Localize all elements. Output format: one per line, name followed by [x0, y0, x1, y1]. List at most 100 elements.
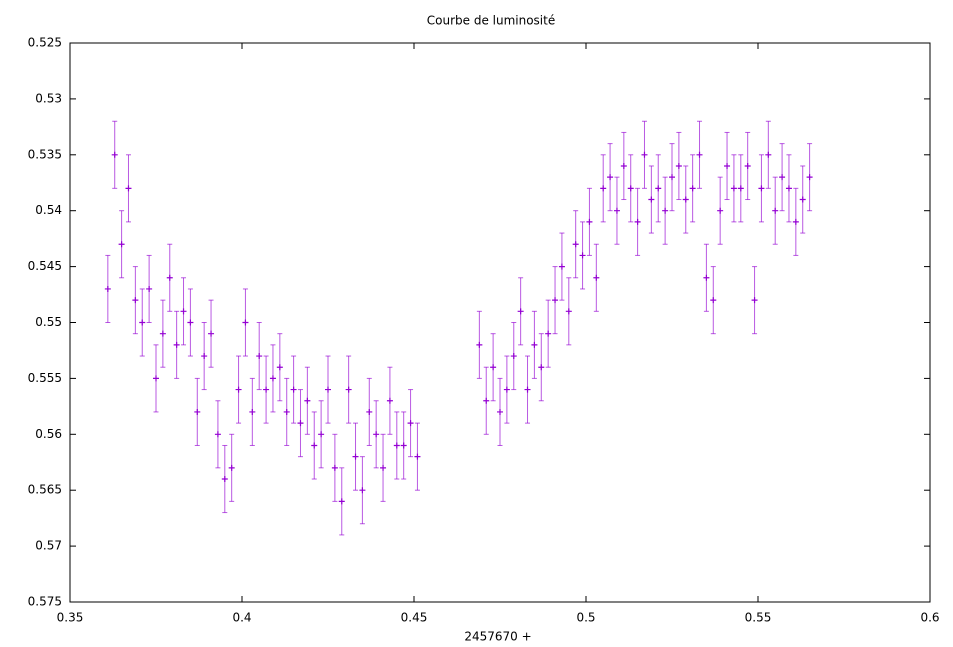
point [717, 207, 724, 214]
point [173, 341, 180, 348]
point [572, 241, 579, 248]
point [407, 420, 414, 427]
point [710, 297, 717, 304]
point [552, 297, 559, 304]
chart-title: Courbe de luminosité [427, 14, 555, 28]
point [311, 442, 318, 449]
point [772, 207, 779, 214]
point [132, 297, 139, 304]
point [263, 386, 270, 393]
point [338, 498, 345, 505]
point [187, 319, 194, 326]
point [510, 353, 517, 360]
point [524, 386, 531, 393]
point [517, 308, 524, 315]
point [593, 274, 600, 281]
point [806, 174, 813, 181]
point [269, 375, 276, 382]
point [655, 185, 662, 192]
point [256, 353, 263, 360]
point [600, 185, 607, 192]
point [545, 330, 552, 337]
y-tick-label: 0.525 [28, 36, 62, 50]
point [366, 408, 373, 415]
point [579, 252, 586, 259]
point [331, 464, 338, 471]
y-tick-label: 0.55 [35, 315, 62, 329]
y-tick-label: 0.57 [35, 539, 62, 553]
point [799, 196, 806, 203]
point [139, 319, 146, 326]
point [531, 341, 538, 348]
point [503, 386, 510, 393]
point [159, 330, 166, 337]
x-tick-label: 0.5 [576, 611, 595, 625]
point [276, 364, 283, 371]
point [689, 185, 696, 192]
point [208, 330, 215, 337]
point [634, 218, 641, 225]
point [125, 185, 132, 192]
point [558, 263, 565, 270]
point [785, 185, 792, 192]
point [765, 151, 772, 158]
point [104, 285, 111, 292]
y-tick-label: 0.575 [28, 595, 62, 609]
point [682, 196, 689, 203]
point [297, 420, 304, 427]
point [751, 297, 758, 304]
point [325, 386, 331, 393]
x-tick-label: 0.6 [920, 611, 939, 625]
point [483, 397, 490, 404]
x-tick-label: 0.35 [57, 611, 84, 625]
point [565, 308, 572, 315]
point [228, 464, 235, 471]
x-tick-label: 0.4 [232, 611, 251, 625]
y-tick-label: 0.545 [28, 259, 62, 273]
x-axis-label: 2457670 + [464, 630, 531, 644]
point [724, 162, 731, 169]
point [758, 185, 765, 192]
y-tick-label: 0.535 [28, 147, 62, 161]
point [400, 442, 407, 449]
point [627, 185, 634, 192]
point [662, 207, 669, 214]
point [221, 476, 228, 483]
point [201, 353, 208, 360]
point [242, 319, 249, 326]
point [146, 285, 153, 292]
point [730, 185, 737, 192]
point [586, 218, 593, 225]
point [779, 174, 786, 181]
point [118, 241, 125, 248]
point [648, 196, 655, 203]
point [792, 218, 799, 225]
point [380, 464, 387, 471]
point [345, 386, 352, 393]
point [235, 386, 242, 393]
point [290, 386, 297, 393]
y-tick-label: 0.555 [28, 371, 62, 385]
point [359, 487, 366, 494]
point [613, 207, 620, 214]
point [283, 408, 290, 415]
point [607, 174, 614, 181]
point [737, 185, 744, 192]
y-tick-label: 0.56 [35, 427, 62, 441]
point [318, 431, 325, 438]
point [744, 162, 751, 169]
point [675, 162, 682, 169]
point [111, 151, 118, 158]
point [180, 308, 187, 315]
point [696, 151, 703, 158]
point [352, 453, 359, 460]
point [194, 408, 201, 415]
y-tick-label: 0.53 [35, 91, 62, 105]
point [386, 397, 393, 404]
point [166, 274, 173, 281]
point [669, 174, 675, 181]
point [393, 442, 400, 449]
point [490, 364, 497, 371]
